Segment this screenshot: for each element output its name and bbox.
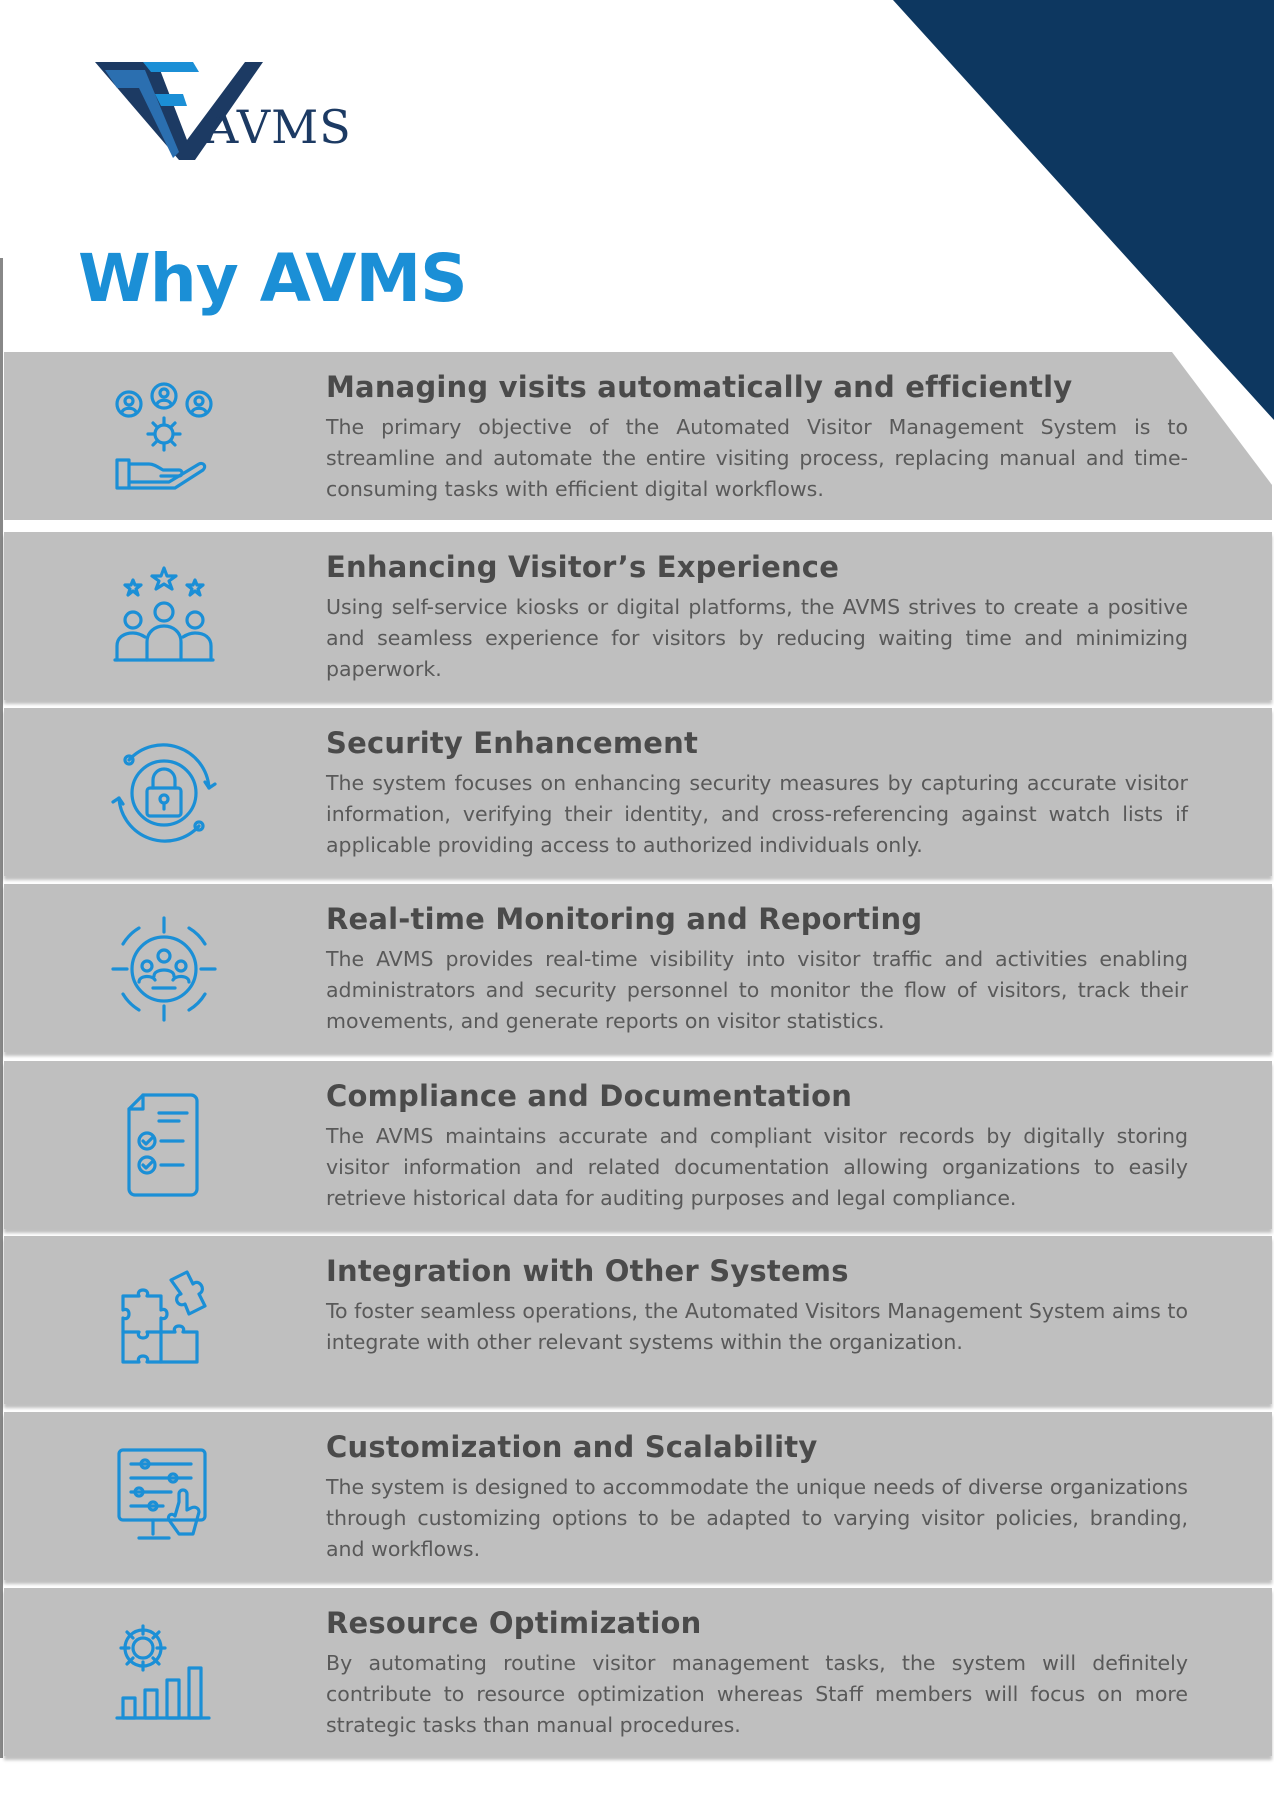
feature-description: The system focuses on enhancing security… xyxy=(326,771,1188,857)
page-title: Why AVMS xyxy=(78,240,468,317)
feature-title: Security Enhancement xyxy=(326,726,699,760)
feature-description: The AVMS maintains accurate and complian… xyxy=(326,1124,1188,1210)
logo-wordmark: AVMS xyxy=(205,100,352,154)
left-edge-rule xyxy=(0,258,3,1758)
feature-description: Using self-service kiosks or digital pla… xyxy=(326,595,1188,681)
feature-card-security: Security Enhancement The system focuses … xyxy=(4,708,1272,876)
feature-description: The system is designed to accommodate th… xyxy=(326,1475,1188,1561)
feature-card-monitoring: Real-time Monitoring and Reporting The A… xyxy=(4,884,1272,1052)
feature-title: Enhancing Visitor’s Experience xyxy=(326,550,840,584)
puzzle-icon xyxy=(109,1266,219,1376)
feature-description: By automating routine visitor management… xyxy=(326,1651,1188,1737)
feature-title: Customization and Scalability xyxy=(326,1430,818,1464)
feature-card-resource-optimization: Resource Optimization By automating rout… xyxy=(4,1588,1272,1756)
feature-card-customization: Customization and Scalability The system… xyxy=(4,1412,1272,1580)
gear-bar-chart-icon xyxy=(109,1618,219,1728)
feature-card-managing-visits: Managing visits automatically and effici… xyxy=(4,352,1272,520)
target-people-icon xyxy=(109,914,219,1024)
feature-card-visitor-experience: Enhancing Visitor’s Experience Using sel… xyxy=(4,532,1272,700)
feature-title: Resource Optimization xyxy=(326,1606,702,1640)
feature-description: The AVMS provides real-time visibility i… xyxy=(326,947,1188,1033)
feature-description: The primary objective of the Automated V… xyxy=(326,415,1188,501)
feature-card-integration: Integration with Other Systems To foster… xyxy=(4,1236,1272,1404)
sliders-touch-screen-icon xyxy=(109,1442,219,1552)
feature-title: Managing visits automatically and effici… xyxy=(326,370,1073,404)
feature-title: Real-time Monitoring and Reporting xyxy=(326,902,923,936)
checklist-document-icon xyxy=(109,1091,219,1201)
stars-people-icon xyxy=(109,562,219,672)
feature-card-compliance: Compliance and Documentation The AVMS ma… xyxy=(4,1061,1272,1229)
users-gear-hand-icon xyxy=(109,382,219,492)
feature-title: Integration with Other Systems xyxy=(326,1254,849,1288)
logo-mark-icon xyxy=(95,62,263,160)
feature-description: To foster seamless operations, the Autom… xyxy=(326,1299,1188,1354)
feature-title: Compliance and Documentation xyxy=(326,1079,853,1113)
lock-cycle-icon xyxy=(109,738,219,848)
